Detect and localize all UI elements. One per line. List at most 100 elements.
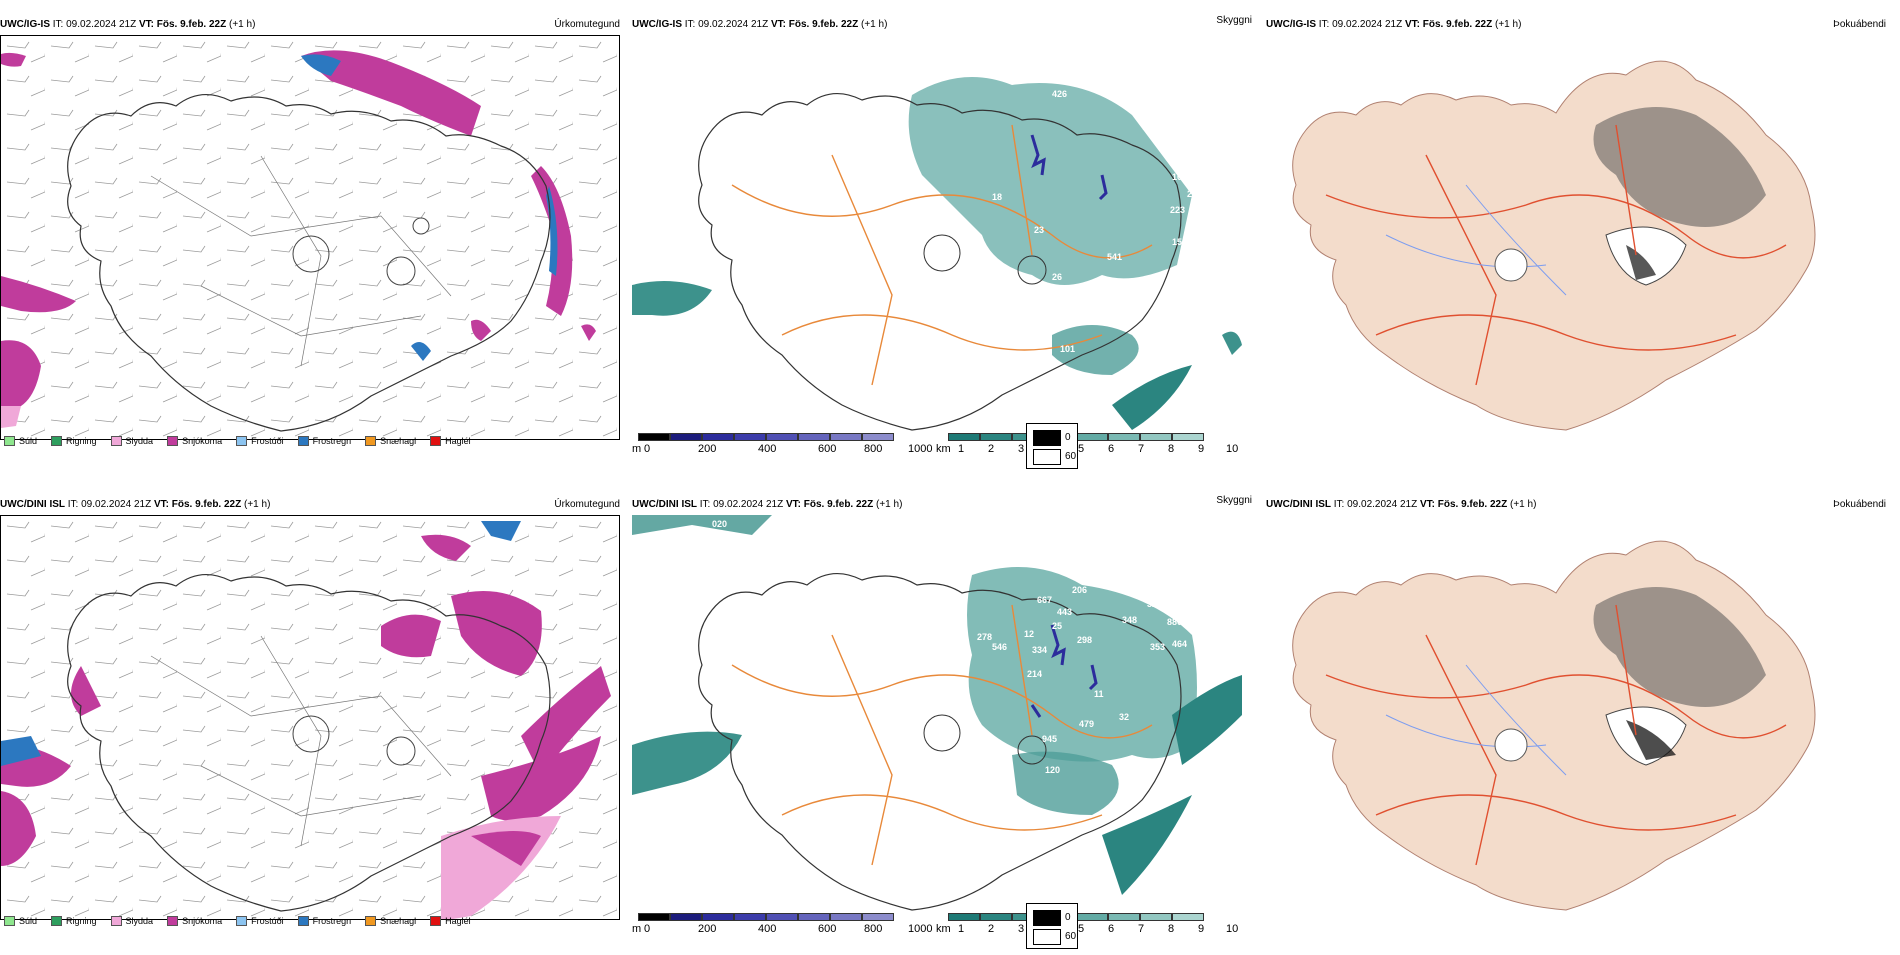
- fog-legend-label: 0: [1065, 432, 1071, 443]
- tick-m: 1000: [908, 923, 933, 935]
- station-label: 26: [1052, 272, 1062, 282]
- colorbar-cell: [830, 433, 862, 441]
- station-label: 443: [1057, 607, 1072, 617]
- station-label: 18: [992, 192, 1002, 202]
- panel-visibility-top: UWC/IG-IS IT: 09.02.2024 21Z VT: Fös. 9.…: [632, 15, 1252, 475]
- station-label: 223: [1170, 205, 1185, 215]
- unit-km: km: [936, 923, 951, 935]
- legend-item-frostregn: Frostregn: [297, 436, 352, 446]
- legend-item-frostudi: Frostúði: [236, 436, 284, 446]
- lead-time: (+1 h): [244, 499, 271, 510]
- colorbar-cell: [1076, 913, 1108, 921]
- legend-item-rigning: Rigning: [51, 436, 97, 446]
- unit-m: m: [632, 923, 642, 935]
- legend-item-snaehagl: Snæhagl: [365, 916, 416, 926]
- legend-swatch: [297, 436, 309, 446]
- tick-km: 10: [1226, 923, 1239, 935]
- tick-km: 5: [1078, 443, 1085, 455]
- model-name: UWC/DINI ISL: [632, 499, 697, 510]
- station-labels: 020 70 206 322 667 443 348 880 278 546 1…: [712, 519, 1187, 775]
- colorbar-cell: [1172, 913, 1204, 921]
- legend-label: Haglél: [445, 436, 471, 446]
- station-label: 101: [1060, 344, 1075, 354]
- station-label: 020: [712, 519, 727, 529]
- legend-item-snjokoma: Snjókoma: [167, 916, 222, 926]
- lead-time: (+1 h): [1510, 499, 1537, 510]
- station-label: 12: [1024, 629, 1034, 639]
- tick-km: 2: [988, 923, 995, 935]
- legend-label: Snæhagl: [380, 436, 417, 446]
- tick-km: 9: [1198, 923, 1205, 935]
- colorbar-cell: [638, 913, 670, 921]
- legend-swatch: [51, 916, 63, 926]
- panel-header: UWC/IG-IS IT: 09.02.2024 21Z VT: Fös. 9.…: [1266, 19, 1886, 35]
- legend-label: Slydda: [125, 436, 154, 446]
- panel-visibility-bottom: UWC/DINI ISL IT: 09.02.2024 21Z VT: Fös.…: [632, 495, 1252, 955]
- colorbar-cell: [670, 433, 702, 441]
- precip-legend: Súld Rigning Slydda Snjókoma Frostúði Fr…: [4, 913, 471, 929]
- station-label: 541: [1107, 252, 1122, 262]
- panel-fog-top: UWC/IG-IS IT: 09.02.2024 21Z VT: Fös. 9.…: [1026, 15, 1886, 475]
- it-label: IT:: [684, 19, 696, 30]
- colorbar-cell: [830, 913, 862, 921]
- tick-m: 400: [758, 923, 777, 935]
- colorbar-cell: [798, 433, 830, 441]
- legend-swatch: [236, 436, 248, 446]
- legend-label: Frostregn: [312, 436, 352, 446]
- station-label: 27: [1122, 277, 1132, 287]
- vt-label: VT:: [785, 499, 801, 510]
- colorbar-meters: [638, 913, 894, 921]
- model-name: UWC/IG-IS: [632, 19, 682, 30]
- legend-swatch: [51, 436, 63, 446]
- colorbar-cell: [798, 913, 830, 921]
- station-label: 206: [1072, 585, 1087, 595]
- station-label: 271: [1187, 189, 1202, 199]
- vt-label: VT:: [1419, 499, 1435, 510]
- station-label: 353: [1150, 642, 1165, 652]
- valid-time: Fös. 9.feb. 22Z: [803, 499, 874, 510]
- panel-precip-type-top: UWC/IG-IS IT: 09.02.2024 21Z VT: Fös. 9.…: [0, 15, 620, 475]
- map-fog: [1266, 35, 1886, 440]
- tick-km: 1: [958, 443, 965, 455]
- legend-swatch: [110, 436, 122, 446]
- tick-km: 8: [1168, 443, 1175, 455]
- legend-label: Haglél: [445, 916, 471, 926]
- panel-title: Skyggni: [1216, 15, 1252, 26]
- tick-km: 6: [1108, 443, 1115, 455]
- legend-item-snaehagl: Snæhagl: [365, 436, 416, 446]
- unit-km: km: [936, 443, 951, 455]
- tick-m: 0: [644, 923, 651, 935]
- station-label: 32: [1119, 712, 1129, 722]
- colorbar-cell: [1108, 433, 1140, 441]
- lead-time: (+1 h): [876, 499, 903, 510]
- panel-title: Skyggni: [1216, 495, 1252, 506]
- station-label: 546: [992, 642, 1007, 652]
- valid-time: Fös. 9.feb. 22Z: [1437, 499, 1508, 510]
- issue-time: 09.02.2024 21Z: [81, 499, 152, 510]
- colorbar-cell: [1108, 913, 1140, 921]
- panel-title: Úrkomutegund: [554, 19, 620, 30]
- legend-swatch: [430, 436, 442, 446]
- colorbar-meters: [638, 433, 894, 441]
- station-label: 334: [1032, 645, 1047, 655]
- legend-swatch: [365, 916, 377, 926]
- colorbar-cell: [766, 913, 798, 921]
- it-label: IT:: [1318, 19, 1330, 30]
- legend-label: Súld: [19, 436, 38, 446]
- it-label: IT:: [699, 499, 711, 510]
- tick-m: 800: [864, 443, 883, 455]
- tick-m: 1000: [908, 443, 933, 455]
- colorbar-cell: [702, 433, 734, 441]
- model-name: UWC/DINI ISL: [0, 499, 65, 510]
- tick-km: 2: [988, 443, 995, 455]
- fog-swatch-0: [1033, 430, 1061, 446]
- legend-swatch: [167, 436, 179, 446]
- tick-km: 7: [1138, 923, 1145, 935]
- tick-km: 9: [1198, 443, 1205, 455]
- colorbar-cell: [1076, 433, 1108, 441]
- legend-swatch: [430, 916, 442, 926]
- panel-title: Þokuábendi: [1833, 499, 1886, 510]
- fog-legend-label: 60: [1065, 451, 1077, 462]
- fog-swatch-60: [1033, 929, 1061, 945]
- station-label: 70: [1037, 547, 1047, 557]
